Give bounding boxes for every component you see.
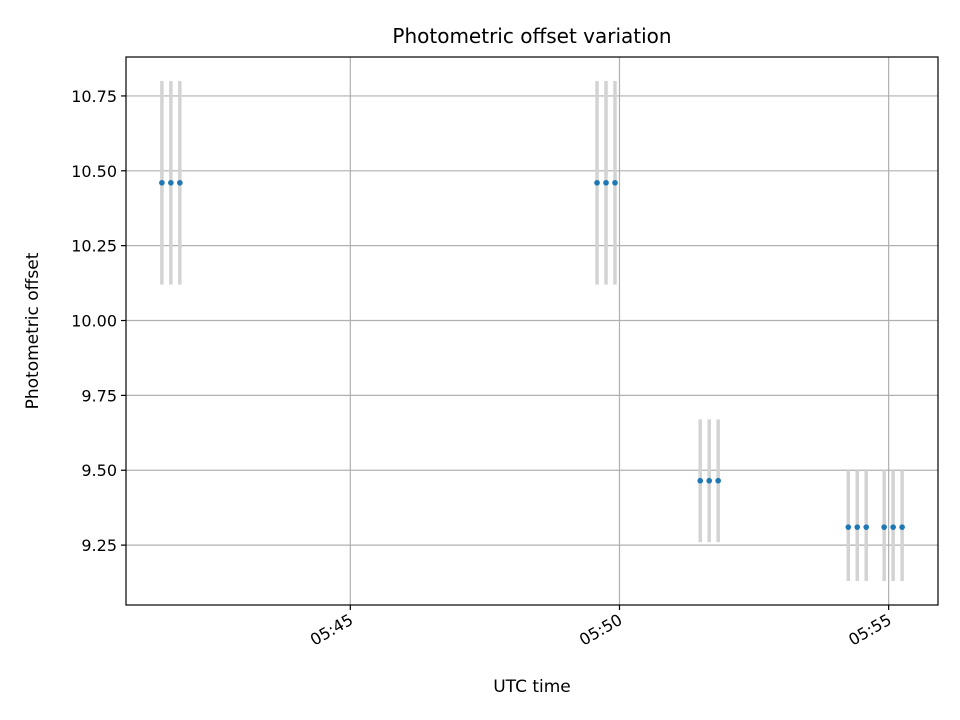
data-point	[159, 179, 165, 186]
y-tick-label: 9.75	[81, 386, 117, 405]
data-point	[603, 179, 609, 186]
data-point	[899, 524, 905, 530]
y-axis: 9.25 9.50 9.75 10.00 10.25 10.50 10.75	[71, 87, 126, 555]
x-tick-label: 05:45	[307, 610, 356, 650]
data-point	[177, 179, 183, 186]
data-point	[890, 524, 896, 530]
data-point	[612, 179, 618, 186]
x-axis: 05:45 05:50 05:55	[307, 605, 895, 650]
y-tick-label: 9.25	[81, 536, 117, 555]
data-point	[594, 179, 600, 186]
y-axis-label: Photometric offset	[23, 252, 43, 409]
y-tick-label: 10.50	[71, 162, 117, 181]
data-point	[715, 477, 721, 484]
data-point	[863, 524, 870, 530]
data-point	[854, 524, 861, 530]
chart-title: Photometric offset variation	[392, 24, 671, 48]
plot-frame	[125, 56, 939, 606]
plot-area	[126, 57, 938, 605]
data-point	[845, 524, 852, 530]
data-point	[168, 179, 174, 186]
y-tick-label: 10.25	[71, 237, 117, 256]
data-point	[697, 477, 704, 484]
y-tick-label: 10.75	[71, 87, 117, 106]
x-tick-label: 05:50	[576, 610, 625, 650]
data-point	[881, 524, 887, 530]
grid-layer	[126, 57, 938, 605]
points-layer	[159, 179, 905, 530]
x-axis-label: UTC time	[493, 677, 571, 697]
y-tick-label: 10.00	[71, 312, 117, 331]
x-tick-label: 05:55	[845, 610, 894, 650]
y-tick-label: 9.50	[81, 461, 117, 480]
data-point	[706, 477, 713, 484]
